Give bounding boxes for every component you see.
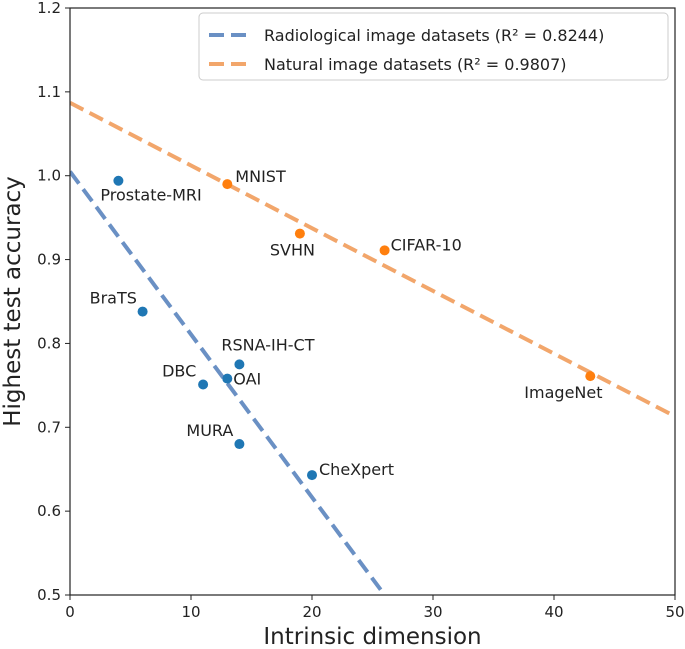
point-label-oai: OAI (233, 370, 261, 389)
point-label-dbc: DBC (162, 362, 196, 381)
y-tick-label: 0.9 (37, 251, 61, 269)
data-point-chexpert (307, 470, 317, 481)
y-tick-label: 1.1 (37, 83, 61, 101)
y-tick-label: 1.2 (37, 0, 61, 17)
x-tick-label: 0 (65, 603, 75, 621)
legend-entry-radiological-image-datasets: Radiological image datasets (R² = 0.8244… (264, 26, 604, 45)
plot-frame (69, 7, 676, 596)
axis-ticks: 0 10 20 30 40 50 0.5 0.6 0.7 0.8 0.9 1.0 1.1 1.2 (37, 0, 684, 621)
point-label-brats: BraTS (90, 289, 137, 308)
data-point-brats (137, 306, 148, 317)
point-label-prostate-mri: Prostate-MRI (100, 186, 201, 205)
data-point-rsna-ih-ct (234, 359, 245, 370)
point-labels: Prostate-MRI BraTS DBC OAI RSNA-IH-CT MURA Che… (90, 167, 603, 479)
data-point-dbc (198, 379, 209, 390)
legend-box (198, 12, 669, 81)
x-tick-label: 50 (665, 603, 684, 621)
data-point-mnist (222, 179, 233, 190)
x-tick-label: 20 (302, 603, 321, 621)
data-point-cifar-10 (379, 245, 390, 256)
y-tick-label: 1.0 (37, 167, 61, 185)
data-point-svhn (294, 228, 305, 239)
point-label-imagenet: ImageNet (524, 383, 602, 402)
point-label-svhn: SVHN (270, 241, 315, 260)
fit-lines (70, 100, 675, 595)
x-tick-label: 10 (181, 603, 200, 621)
y-axis-label: Highest test accuracy (0, 176, 26, 427)
data-points (113, 175, 596, 481)
y-tick-label: 0.5 (37, 586, 61, 604)
y-tick-label: 0.6 (37, 502, 61, 520)
point-label-chexpert: CheXpert (319, 460, 394, 479)
legend-entry-natural-image-datasets: Natural image datasets (R² = 0.9807) (264, 55, 567, 74)
data-point-oai (222, 373, 233, 384)
fit-line-natural-image-datasets (70, 100, 675, 419)
point-label-rsna-ih-ct: RSNA-IH-CT (221, 335, 314, 354)
data-point-prostate-mri (113, 175, 124, 186)
data-point-imagenet (585, 371, 596, 382)
x-axis-label: Intrinsic dimension (263, 624, 481, 649)
legend: Radiological image datasets (R² = 0.8244… (198, 12, 669, 81)
x-tick-label: 40 (544, 603, 563, 621)
y-tick-label: 0.7 (37, 418, 61, 436)
point-label-mnist: MNIST (235, 167, 286, 186)
point-label-cifar-10: CIFAR-10 (391, 235, 462, 254)
point-label-mura: MURA (186, 421, 233, 440)
data-point-mura (234, 439, 245, 450)
y-tick-label: 0.8 (37, 334, 61, 352)
x-tick-label: 30 (423, 603, 442, 621)
